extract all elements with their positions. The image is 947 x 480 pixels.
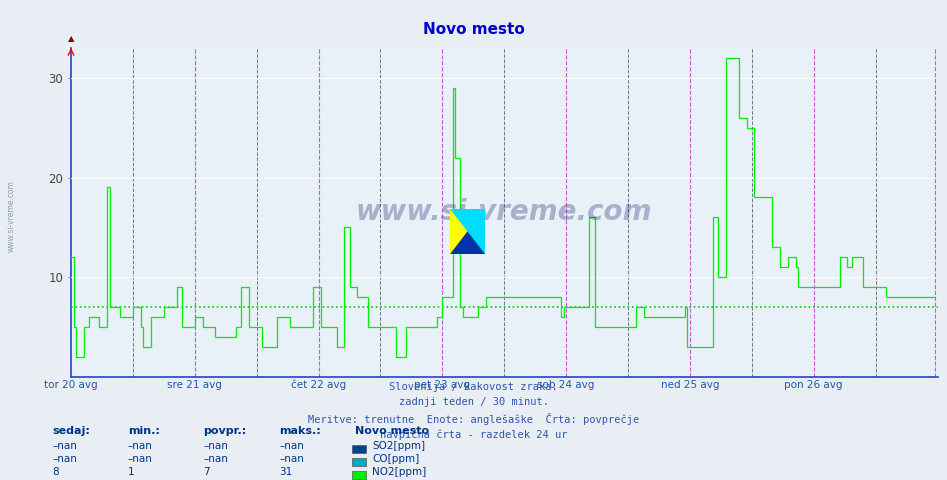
Text: ▲: ▲ xyxy=(68,35,74,43)
Text: Novo mesto: Novo mesto xyxy=(355,426,429,436)
Text: maks.:: maks.: xyxy=(279,426,321,436)
Text: Novo mesto: Novo mesto xyxy=(422,22,525,36)
Text: zadnji teden / 30 minut.: zadnji teden / 30 minut. xyxy=(399,397,548,408)
Text: navpična črta - razdelek 24 ur: navpična črta - razdelek 24 ur xyxy=(380,429,567,440)
Text: povpr.:: povpr.: xyxy=(204,426,247,436)
Text: min.:: min.: xyxy=(128,426,160,436)
Text: Slovenija / kakovost zraka.: Slovenija / kakovost zraka. xyxy=(389,382,558,392)
Text: –nan: –nan xyxy=(204,454,228,464)
Polygon shape xyxy=(450,209,485,254)
Text: –nan: –nan xyxy=(128,441,152,451)
Text: 31: 31 xyxy=(279,467,293,477)
Text: 7: 7 xyxy=(204,467,210,477)
Text: –nan: –nan xyxy=(52,454,77,464)
Text: www.si-vreme.com: www.si-vreme.com xyxy=(356,198,652,227)
Text: CO[ppm]: CO[ppm] xyxy=(372,454,420,464)
Text: Meritve: trenutne  Enote: anglešaške  Črta: povprečje: Meritve: trenutne Enote: anglešaške Črta… xyxy=(308,413,639,425)
Text: www.si-vreme.com: www.si-vreme.com xyxy=(7,180,16,252)
Text: –nan: –nan xyxy=(128,454,152,464)
Polygon shape xyxy=(450,209,485,254)
Text: –nan: –nan xyxy=(52,441,77,451)
Text: –nan: –nan xyxy=(279,441,304,451)
Text: 8: 8 xyxy=(52,467,59,477)
Text: –nan: –nan xyxy=(279,454,304,464)
Text: 1: 1 xyxy=(128,467,134,477)
Text: –nan: –nan xyxy=(204,441,228,451)
Text: sedaj:: sedaj: xyxy=(52,426,90,436)
Text: SO2[ppm]: SO2[ppm] xyxy=(372,441,425,451)
Text: NO2[ppm]: NO2[ppm] xyxy=(372,467,426,477)
